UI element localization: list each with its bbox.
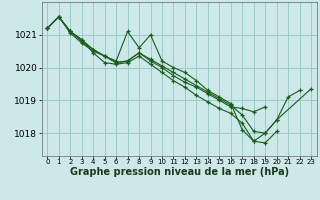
X-axis label: Graphe pression niveau de la mer (hPa): Graphe pression niveau de la mer (hPa) bbox=[70, 167, 289, 177]
